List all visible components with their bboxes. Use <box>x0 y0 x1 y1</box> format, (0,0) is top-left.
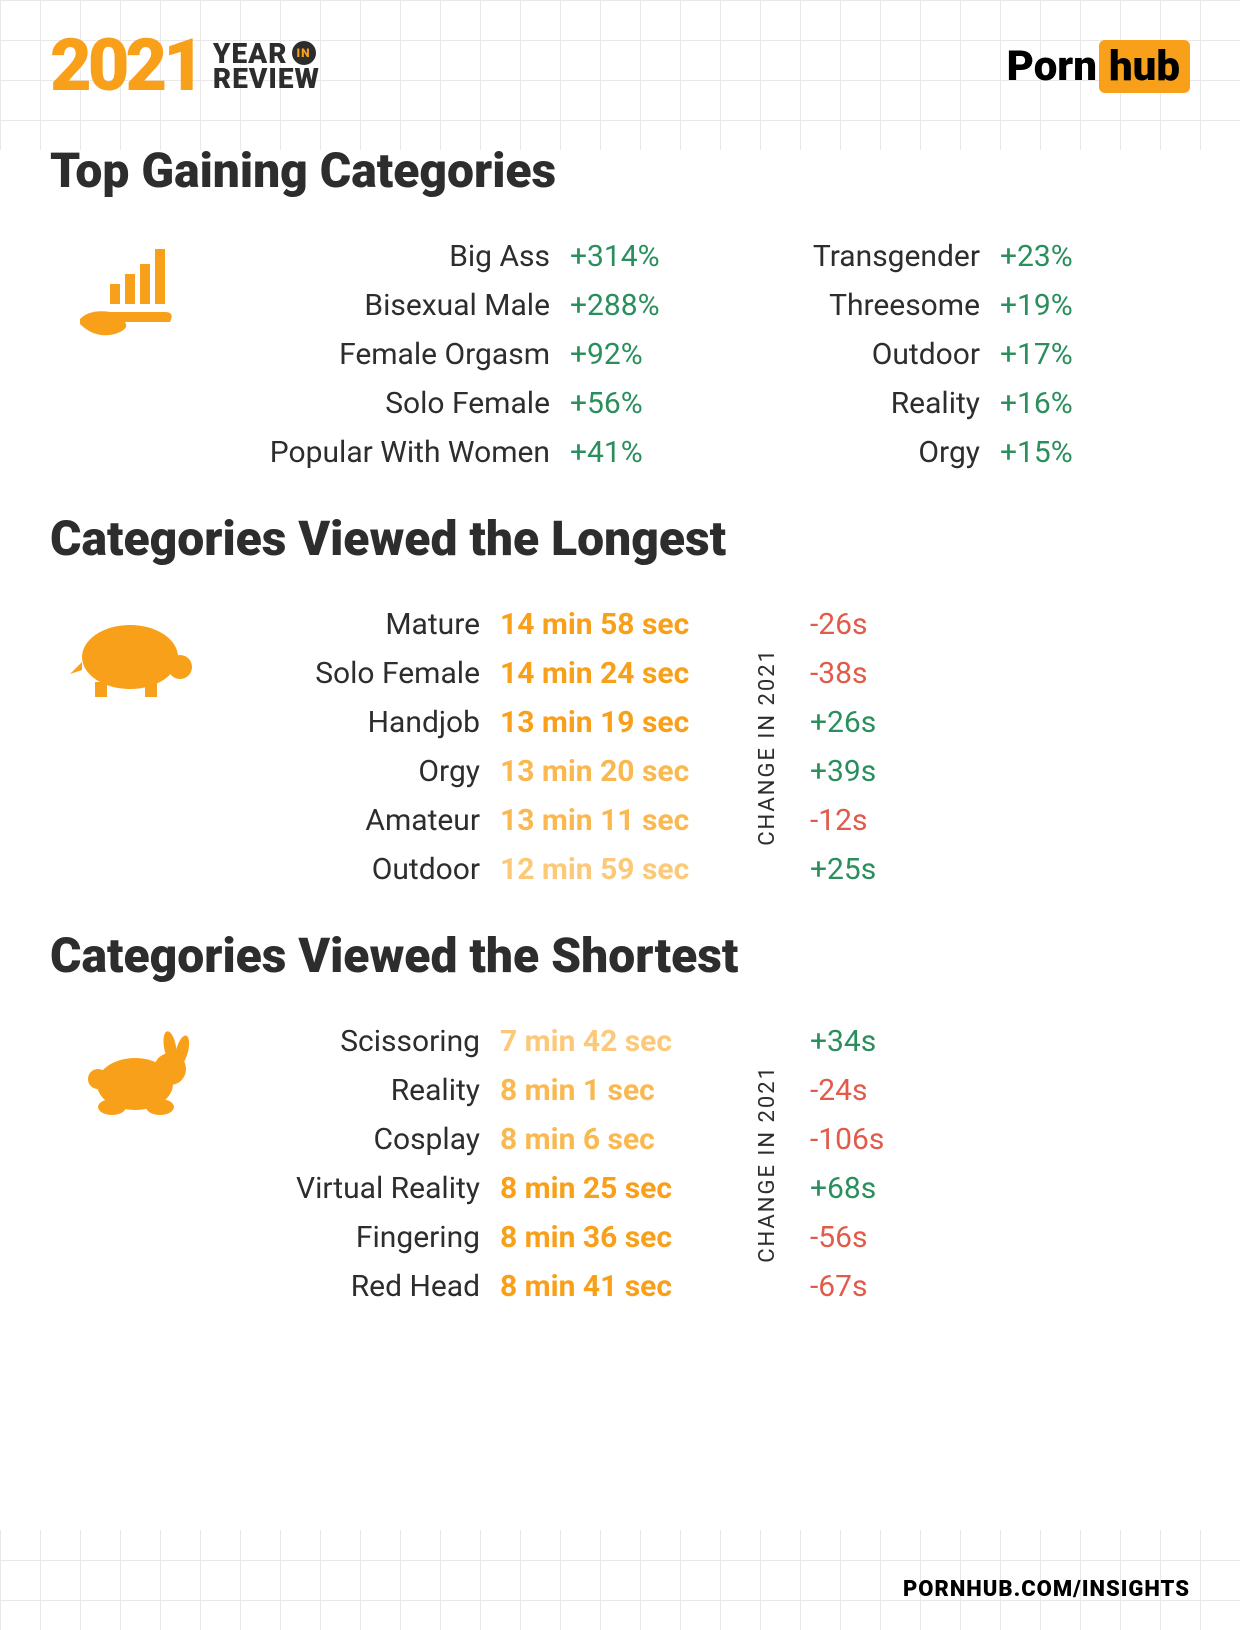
gain-value: +56% <box>570 386 690 421</box>
duration-row: Scissoring 7 min 42 sec <box>230 1024 725 1059</box>
duration-value: 8 min 41 sec <box>500 1269 725 1304</box>
duration-label: Orgy <box>230 754 480 789</box>
duration-value: 14 min 58 sec <box>500 607 725 642</box>
gain-label: Solo Female <box>230 386 550 421</box>
gain-value: +19% <box>1000 288 1120 323</box>
rabbit-icon <box>70 1024 200 1304</box>
gain-value: +16% <box>1000 386 1120 421</box>
year-line-2: REVIEW <box>213 66 320 91</box>
duration-label: Cosplay <box>230 1122 480 1157</box>
shortest-section: Scissoring 7 min 42 sec Reality 8 min 1 … <box>50 1024 1190 1304</box>
gain-label: Female Orgasm <box>230 337 550 372</box>
gain-value: +15% <box>1000 435 1120 470</box>
duration-value: 13 min 19 sec <box>500 705 725 740</box>
duration-value: 8 min 25 sec <box>500 1171 725 1206</box>
duration-row: Handjob 13 min 19 sec <box>230 705 725 740</box>
duration-row: Orgy 13 min 20 sec <box>230 754 725 789</box>
duration-value: 14 min 24 sec <box>500 656 725 691</box>
year-in-review-badge: 2021 YEAR IN REVIEW <box>50 30 320 102</box>
change-value: +39s <box>810 754 876 789</box>
gain-row: Orgy +15% <box>750 435 1120 470</box>
duration-value: 12 min 59 sec <box>500 852 725 887</box>
gain-row: Outdoor +17% <box>750 337 1120 372</box>
gain-label: Transgender <box>750 239 980 274</box>
duration-label: Mature <box>230 607 480 642</box>
brand-porn: Porn <box>1007 42 1097 91</box>
longest-section: Mature 14 min 58 sec Solo Female 14 min … <box>50 607 1190 887</box>
change-value: +25s <box>810 852 876 887</box>
header: 2021 YEAR IN REVIEW Porn hub <box>50 30 1190 102</box>
duration-row: Mature 14 min 58 sec <box>230 607 725 642</box>
gain-value: +41% <box>570 435 690 470</box>
gain-value: +23% <box>1000 239 1120 274</box>
gain-row: Threesome +19% <box>750 288 1120 323</box>
change-value: -56s <box>810 1220 884 1255</box>
duration-label: Handjob <box>230 705 480 740</box>
brand-logo: Porn hub <box>1007 40 1190 93</box>
duration-value: 8 min 6 sec <box>500 1122 725 1157</box>
duration-row: Red Head 8 min 41 sec <box>230 1269 725 1304</box>
duration-value: 8 min 36 sec <box>500 1220 725 1255</box>
duration-row: Outdoor 12 min 59 sec <box>230 852 725 887</box>
change-value: +34s <box>810 1024 884 1059</box>
change-value: +68s <box>810 1171 884 1206</box>
duration-label: Scissoring <box>230 1024 480 1059</box>
duration-row: Amateur 13 min 11 sec <box>230 803 725 838</box>
turtle-icon <box>70 607 200 887</box>
longest-change-label: CHANGE IN 2021 <box>755 648 780 846</box>
gain-row: Bisexual Male +288% <box>230 288 690 323</box>
gain-label: Outdoor <box>750 337 980 372</box>
gain-label: Orgy <box>750 435 980 470</box>
duration-row: Solo Female 14 min 24 sec <box>230 656 725 691</box>
duration-row: Cosplay 8 min 6 sec <box>230 1122 725 1157</box>
gain-value: +92% <box>570 337 690 372</box>
gain-row: Big Ass +314% <box>230 239 690 274</box>
duration-value: 8 min 1 sec <box>500 1073 725 1108</box>
change-value: +26s <box>810 705 876 740</box>
shortest-change-label: CHANGE IN 2021 <box>755 1065 780 1263</box>
duration-row: Fingering 8 min 36 sec <box>230 1220 725 1255</box>
brand-hub: hub <box>1099 40 1190 93</box>
gain-label: Reality <box>750 386 980 421</box>
gain-label: Popular With Women <box>230 435 550 470</box>
gain-value: +288% <box>570 288 690 323</box>
duration-label: Virtual Reality <box>230 1171 480 1206</box>
gain-label: Big Ass <box>230 239 550 274</box>
duration-label: Solo Female <box>230 656 480 691</box>
gain-row: Solo Female +56% <box>230 386 690 421</box>
duration-value: 7 min 42 sec <box>500 1024 725 1059</box>
gain-value: +314% <box>570 239 690 274</box>
gain-row: Transgender +23% <box>750 239 1120 274</box>
duration-label: Reality <box>230 1073 480 1108</box>
change-value: -38s <box>810 656 876 691</box>
duration-label: Fingering <box>230 1220 480 1255</box>
duration-row: Virtual Reality 8 min 25 sec <box>230 1171 725 1206</box>
gaining-section: Big Ass +314% Bisexual Male +288% Female… <box>50 239 1190 470</box>
change-value: -24s <box>810 1073 884 1108</box>
gain-label: Bisexual Male <box>230 288 550 323</box>
change-value: -106s <box>810 1122 884 1157</box>
change-value: -26s <box>810 607 876 642</box>
longest-title: Categories Viewed the Longest <box>50 510 1190 567</box>
duration-label: Red Head <box>230 1269 480 1304</box>
change-value: -12s <box>810 803 876 838</box>
duration-label: Amateur <box>230 803 480 838</box>
gaining-title: Top Gaining Categories <box>50 142 1190 199</box>
shortest-title: Categories Viewed the Shortest <box>50 927 1190 984</box>
gain-row: Popular With Women +41% <box>230 435 690 470</box>
gain-label: Threesome <box>750 288 980 323</box>
duration-value: 13 min 11 sec <box>500 803 725 838</box>
duration-label: Outdoor <box>230 852 480 887</box>
duration-value: 13 min 20 sec <box>500 754 725 789</box>
footer-url: PORNHUB.COM/INSIGHTS <box>903 1577 1190 1602</box>
duration-row: Reality 8 min 1 sec <box>230 1073 725 1108</box>
gain-row: Reality +16% <box>750 386 1120 421</box>
gain-row: Female Orgasm +92% <box>230 337 690 372</box>
gain-value: +17% <box>1000 337 1120 372</box>
year-number: 2021 <box>50 30 201 102</box>
chart-hand-icon <box>70 239 200 470</box>
change-value: -67s <box>810 1269 884 1304</box>
